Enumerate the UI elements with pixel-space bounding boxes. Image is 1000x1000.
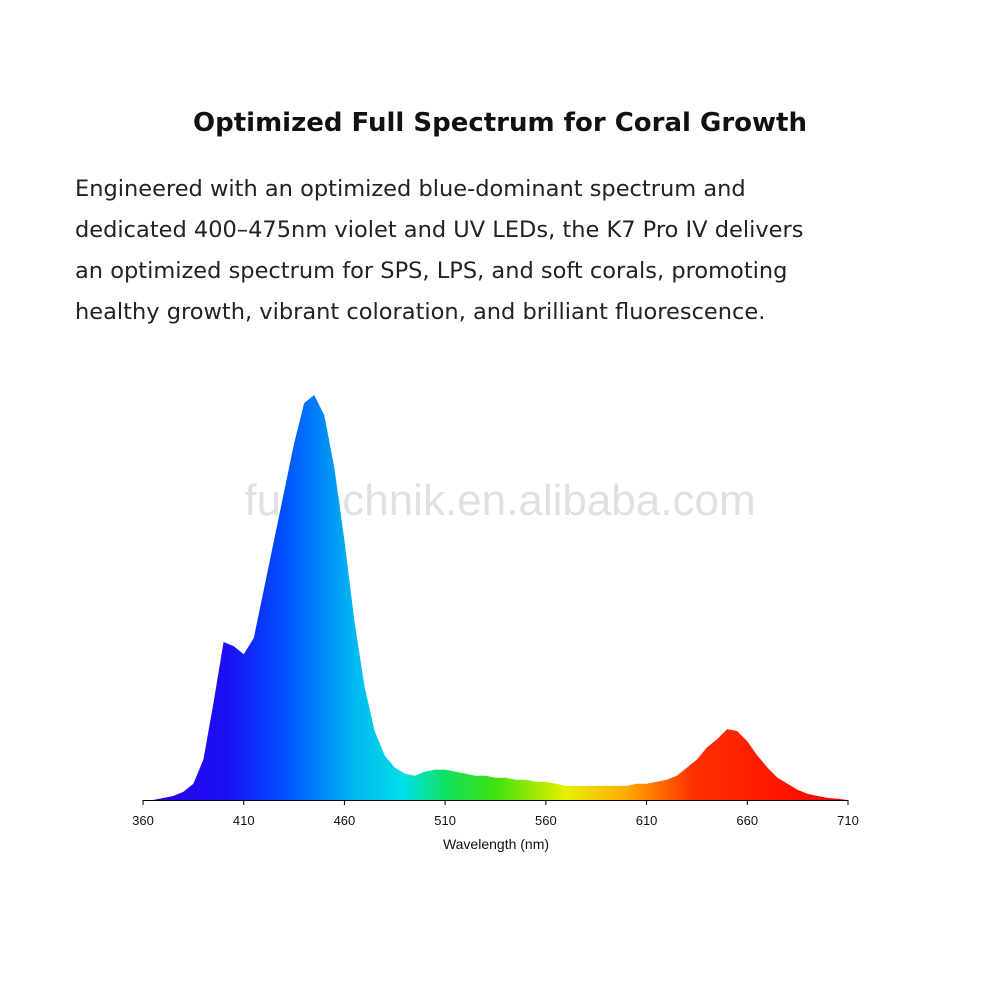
heading: Optimized Full Spectrum for Coral Growth xyxy=(193,108,807,138)
x-tick-label: 610 xyxy=(636,813,658,828)
body-line: dedicated 400–475nm violet and UV LEDs, … xyxy=(75,217,804,243)
x-tick-label: 360 xyxy=(132,813,154,828)
x-tick-label: 460 xyxy=(334,813,356,828)
body-line: Engineered with an optimized blue-domina… xyxy=(75,176,746,202)
x-axis-label: Wavelength (nm) xyxy=(443,836,549,852)
x-tick-label: 510 xyxy=(434,813,456,828)
spectrum-area xyxy=(143,395,848,800)
body-line: healthy growth, vibrant coloration, and … xyxy=(75,299,766,325)
x-tick-label: 560 xyxy=(535,813,557,828)
x-tick-label: 710 xyxy=(837,813,859,828)
body-line: an optimized spectrum for SPS, LPS, and … xyxy=(75,258,788,284)
x-tick-label: 410 xyxy=(233,813,255,828)
x-tick-label: 660 xyxy=(736,813,758,828)
